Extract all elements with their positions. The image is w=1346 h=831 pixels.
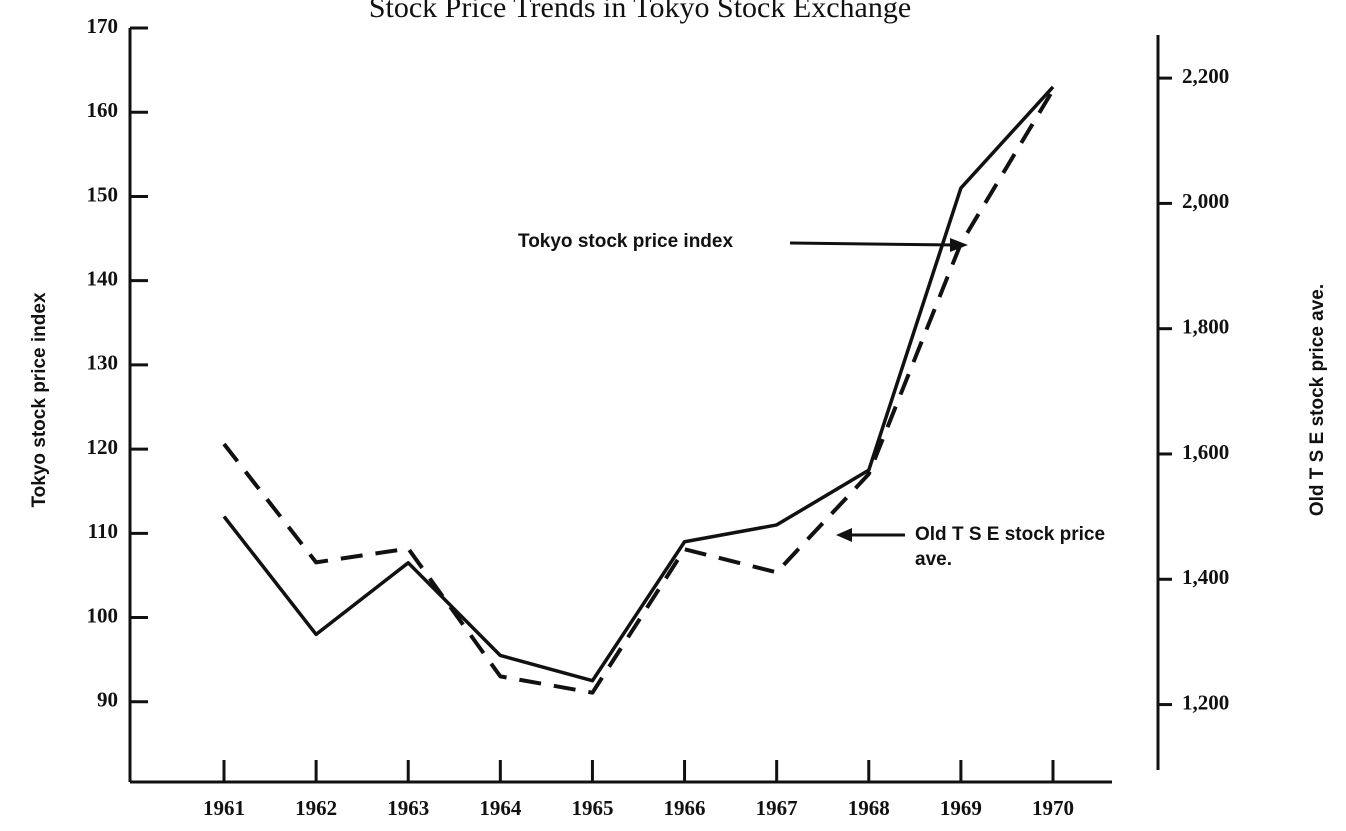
series-line <box>222 88 1055 695</box>
x-tick-label: 1967 <box>756 796 798 820</box>
arrowhead <box>836 528 852 542</box>
y-tick-label: 100 <box>87 603 119 627</box>
series-line <box>222 85 1055 683</box>
x-tick-label: 1963 <box>387 796 429 820</box>
y2-tick-label: 2,000 <box>1182 189 1229 213</box>
y-tick-label: 160 <box>87 98 119 122</box>
y2-axis-label: Old T S E stock price ave. <box>1307 284 1328 516</box>
y-tick-label: 90 <box>97 688 118 712</box>
y-tick-label: 110 <box>88 519 118 543</box>
x-tick-label: 1969 <box>940 796 982 820</box>
x-tick-label: 1962 <box>295 796 337 820</box>
y2-tick-label: 1,400 <box>1182 565 1229 589</box>
arrow <box>789 241 956 247</box>
y-tick-label: 140 <box>87 266 119 290</box>
chart-title: Stock Price Trends in Tokyo Stock Exchan… <box>369 0 911 24</box>
y-tick-label: 130 <box>87 351 119 375</box>
series-annotation: Tokyo stock price index <box>518 231 733 252</box>
series-annotation: Old T S E stock price ave. <box>915 524 1106 570</box>
y2-tick-label: 1,200 <box>1182 690 1229 714</box>
y-axis-label: Tokyo stock price index <box>29 292 50 507</box>
y-tick-label: 170 <box>87 14 119 38</box>
x-tick-label: 1964 <box>479 796 522 820</box>
y2-tick-label: 1,600 <box>1182 440 1229 464</box>
x-tick-label: 1965 <box>571 796 613 820</box>
y2-tick-label: 2,200 <box>1182 64 1229 88</box>
x-tick-label: 1970 <box>1032 796 1074 820</box>
y-tick-label: 150 <box>87 182 119 206</box>
x-tick-label: 1968 <box>848 796 890 820</box>
x-tick-label: 1961 <box>203 796 245 820</box>
x-tick-label: 1966 <box>664 796 706 820</box>
y2-tick-label: 1,800 <box>1182 315 1229 339</box>
y-tick-label: 120 <box>87 435 119 459</box>
